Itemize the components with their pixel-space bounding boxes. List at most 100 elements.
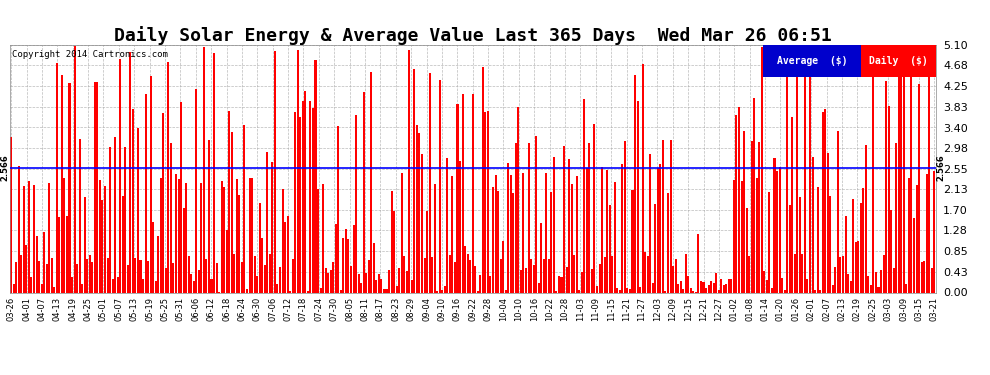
- Bar: [299, 117, 301, 292]
- Bar: [26, 245, 28, 292]
- Bar: [401, 173, 403, 292]
- Bar: [258, 203, 260, 292]
- Text: Daily  ($): Daily ($): [869, 56, 928, 66]
- Bar: [91, 262, 93, 292]
- Bar: [801, 254, 804, 292]
- Bar: [101, 200, 104, 292]
- Bar: [114, 137, 116, 292]
- Bar: [748, 256, 750, 292]
- Bar: [926, 174, 928, 292]
- Bar: [713, 283, 715, 292]
- Bar: [690, 288, 692, 292]
- Bar: [518, 107, 520, 292]
- Bar: [36, 236, 38, 292]
- Bar: [705, 288, 707, 292]
- Bar: [350, 266, 352, 292]
- Bar: [78, 140, 80, 292]
- Bar: [286, 216, 289, 292]
- Bar: [646, 255, 648, 292]
- Bar: [525, 268, 527, 292]
- Bar: [761, 47, 763, 292]
- Bar: [60, 75, 63, 292]
- Bar: [338, 126, 340, 292]
- Bar: [208, 140, 210, 292]
- Bar: [446, 158, 448, 292]
- Bar: [107, 258, 109, 292]
- Bar: [908, 178, 910, 292]
- Bar: [246, 289, 248, 292]
- Bar: [796, 48, 798, 292]
- Bar: [142, 279, 145, 292]
- Bar: [510, 175, 512, 292]
- Bar: [728, 279, 730, 292]
- Bar: [263, 265, 265, 292]
- Bar: [223, 187, 225, 292]
- Bar: [466, 254, 468, 292]
- Bar: [284, 222, 286, 292]
- Bar: [357, 274, 359, 292]
- Bar: [304, 91, 306, 292]
- Bar: [127, 265, 129, 292]
- Bar: [852, 199, 854, 292]
- Bar: [545, 173, 547, 292]
- Bar: [791, 117, 793, 292]
- Bar: [125, 147, 127, 292]
- Bar: [680, 281, 682, 292]
- Bar: [799, 196, 801, 292]
- Bar: [424, 258, 426, 292]
- Bar: [687, 276, 689, 292]
- Bar: [632, 189, 634, 292]
- Bar: [310, 101, 312, 292]
- Bar: [132, 109, 134, 292]
- Bar: [581, 272, 583, 292]
- Bar: [599, 264, 601, 292]
- Bar: [200, 183, 202, 292]
- Bar: [570, 184, 572, 292]
- Bar: [231, 132, 233, 292]
- Bar: [444, 286, 446, 292]
- Bar: [355, 115, 357, 292]
- Bar: [913, 218, 915, 292]
- Bar: [867, 276, 869, 292]
- Bar: [23, 186, 25, 292]
- Bar: [172, 263, 174, 292]
- Bar: [429, 73, 431, 292]
- Bar: [923, 261, 925, 292]
- Bar: [718, 290, 720, 292]
- Bar: [857, 242, 859, 292]
- Bar: [677, 284, 679, 292]
- Bar: [188, 256, 190, 292]
- Bar: [216, 263, 218, 292]
- Bar: [180, 102, 182, 292]
- Bar: [766, 280, 768, 292]
- Bar: [170, 142, 172, 292]
- Bar: [89, 255, 91, 292]
- Bar: [604, 258, 606, 292]
- Bar: [388, 270, 390, 292]
- Bar: [568, 159, 570, 292]
- Bar: [167, 62, 169, 292]
- Bar: [591, 268, 593, 292]
- Bar: [84, 197, 86, 292]
- Bar: [586, 168, 588, 292]
- Bar: [898, 56, 900, 292]
- Bar: [53, 288, 55, 292]
- Bar: [601, 166, 603, 292]
- Bar: [76, 264, 78, 292]
- Bar: [812, 157, 814, 292]
- Bar: [269, 254, 271, 292]
- Bar: [533, 265, 535, 292]
- Bar: [786, 60, 788, 292]
- Bar: [416, 125, 418, 292]
- Bar: [414, 69, 416, 292]
- Bar: [644, 252, 646, 292]
- Bar: [911, 54, 913, 292]
- Bar: [736, 115, 738, 292]
- Bar: [289, 291, 291, 292]
- Bar: [297, 50, 299, 292]
- Bar: [198, 270, 200, 292]
- Bar: [442, 290, 444, 292]
- Bar: [523, 173, 525, 292]
- Bar: [320, 288, 322, 292]
- Bar: [352, 225, 354, 292]
